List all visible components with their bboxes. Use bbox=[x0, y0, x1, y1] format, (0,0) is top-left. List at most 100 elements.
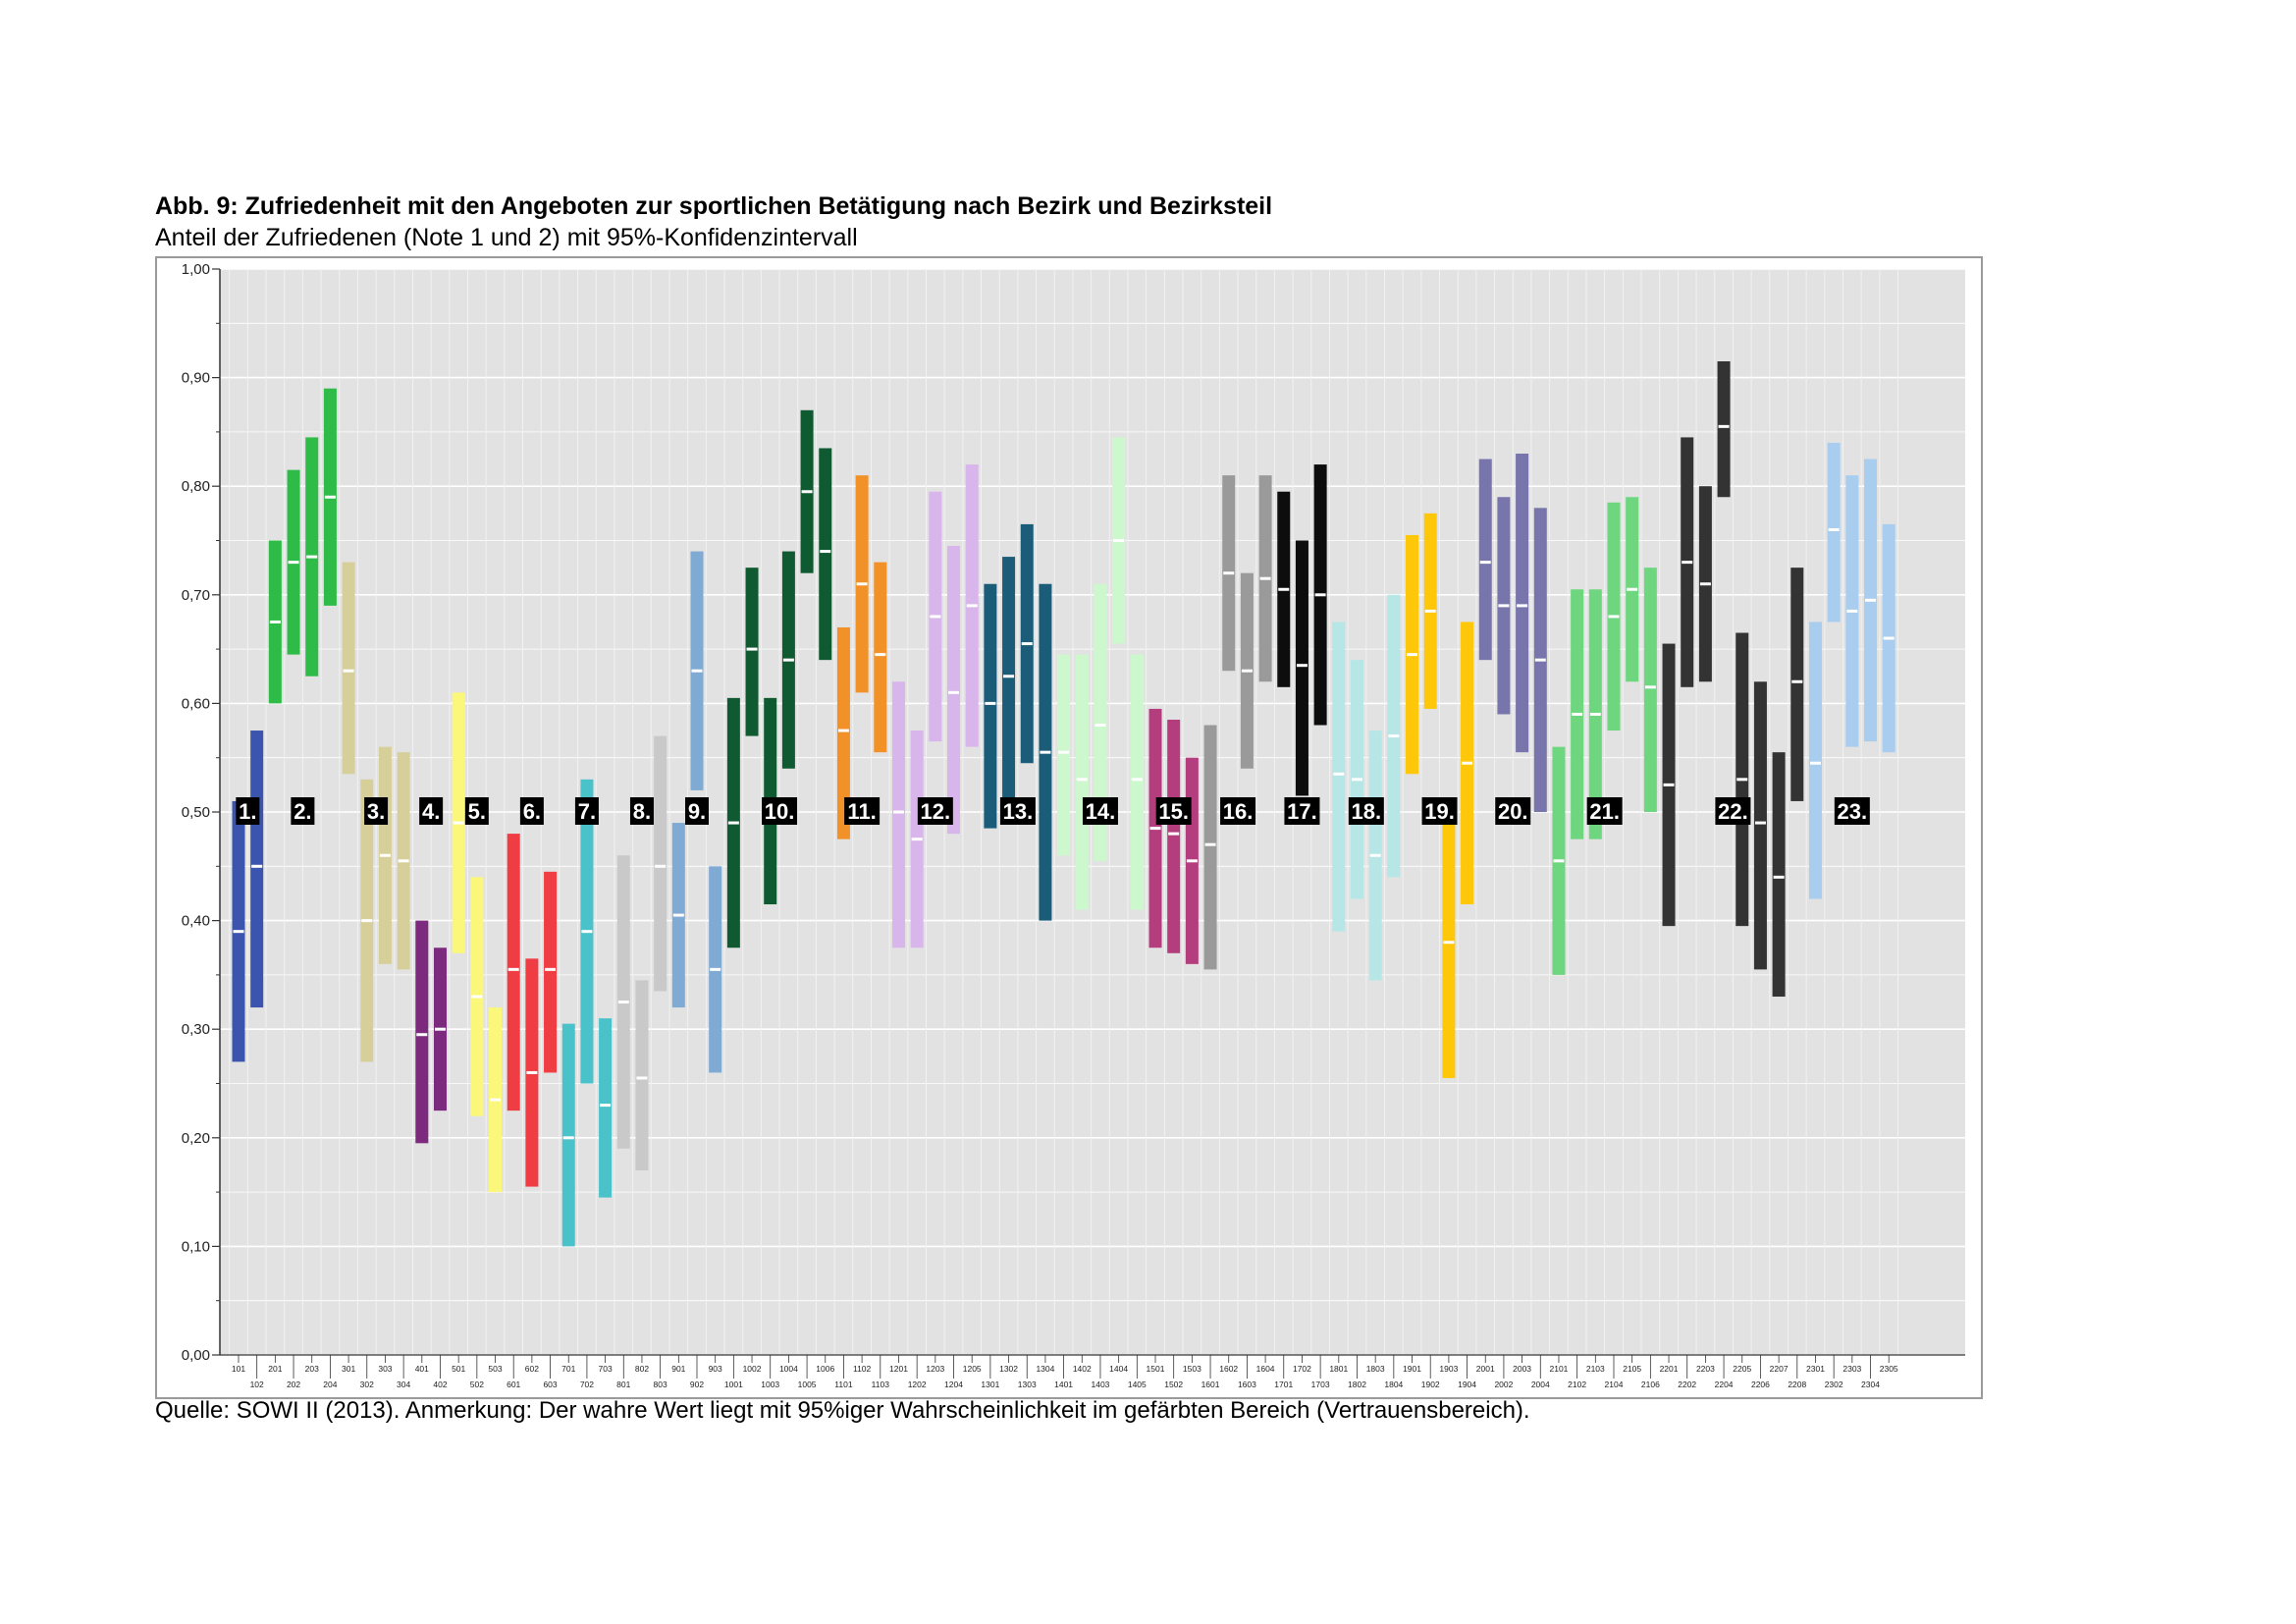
x-tick-label: 202 bbox=[287, 1380, 300, 1389]
x-tick-label: 1202 bbox=[908, 1380, 927, 1389]
ci-bar-1405 bbox=[1130, 654, 1144, 910]
axis-layer: 0,00 0,10 0,20 0,30 0,40 0,50 0,60 0,70 0,80 0,90… bbox=[182, 261, 1965, 1389]
x-tick-label: 2207 bbox=[1770, 1364, 1789, 1374]
ci-bar-701 bbox=[561, 1023, 575, 1247]
x-tick-label: 1303 bbox=[1018, 1380, 1037, 1389]
x-tick-label: 1203 bbox=[926, 1364, 944, 1374]
x-tick-label: 2304 bbox=[1861, 1380, 1880, 1389]
y-tick-label: 1,00 bbox=[182, 261, 210, 278]
group-label-box bbox=[236, 797, 260, 825]
ci-bar-1302 bbox=[1002, 557, 1016, 801]
x-tick-label: 2302 bbox=[1825, 1380, 1843, 1389]
group-label: 15. bbox=[1158, 799, 1189, 824]
x-tick-label: 1904 bbox=[1458, 1380, 1476, 1389]
ci-bar-401 bbox=[415, 920, 429, 1144]
group-label-box bbox=[917, 797, 953, 825]
ci-bar-2207 bbox=[1772, 752, 1786, 998]
chart-title: Abb. 9: Zufriedenheit mit den Angeboten … bbox=[155, 192, 1273, 220]
x-tick-label: 1001 bbox=[724, 1380, 743, 1389]
ci-bar-1401 bbox=[1057, 654, 1071, 856]
x-tick-label: 1501 bbox=[1147, 1364, 1165, 1374]
x-tick-label: 503 bbox=[488, 1364, 502, 1374]
y-tick-label: 0,90 bbox=[182, 370, 210, 387]
x-tick-label: 1902 bbox=[1421, 1380, 1440, 1389]
group-label-box bbox=[1586, 797, 1623, 825]
group-label: 8. bbox=[633, 799, 651, 824]
group-label: 17. bbox=[1287, 799, 1317, 824]
x-tick-label: 1201 bbox=[889, 1364, 908, 1374]
ci-bar-803 bbox=[654, 735, 667, 992]
x-tick-label: 1503 bbox=[1183, 1364, 1201, 1374]
group-label-box bbox=[364, 797, 389, 825]
group-label-box bbox=[1421, 797, 1458, 825]
x-tick-label: 2208 bbox=[1788, 1380, 1806, 1389]
x-tick-label: 1903 bbox=[1439, 1364, 1458, 1374]
x-tick-label: 1005 bbox=[798, 1380, 817, 1389]
y-tick-label: 0,70 bbox=[182, 587, 210, 604]
group-label: 20. bbox=[1498, 799, 1528, 824]
x-tick-label: 1304 bbox=[1036, 1364, 1054, 1374]
group-label: 16. bbox=[1223, 799, 1254, 824]
group-label: 9. bbox=[688, 799, 706, 824]
ci-bar-2301 bbox=[1808, 622, 1822, 899]
group-label-box bbox=[1715, 797, 1751, 825]
x-tick-label: 703 bbox=[599, 1364, 613, 1374]
x-tick-label: 1204 bbox=[944, 1380, 963, 1389]
x-tick-label: 1602 bbox=[1219, 1364, 1238, 1374]
x-tick-label: 102 bbox=[250, 1380, 264, 1389]
x-tick-label: 1102 bbox=[853, 1364, 872, 1374]
x-tick-label: 2104 bbox=[1605, 1380, 1624, 1389]
group-label: 6. bbox=[523, 799, 541, 824]
ci-bar-2204 bbox=[1717, 361, 1731, 498]
x-tick-label: 101 bbox=[232, 1364, 245, 1374]
ci-bar-1002 bbox=[745, 568, 759, 736]
x-tick-label: 1205 bbox=[963, 1364, 982, 1374]
x-tick-label: 1702 bbox=[1293, 1364, 1311, 1374]
x-tick-label: 1004 bbox=[779, 1364, 798, 1374]
x-tick-label: 2001 bbox=[1476, 1364, 1495, 1374]
x-tick-label: 2103 bbox=[1586, 1364, 1605, 1374]
ci-bar-1101 bbox=[836, 626, 850, 839]
group-label: 21. bbox=[1589, 799, 1620, 824]
group-label-box bbox=[1220, 797, 1256, 825]
x-tick-label: 1006 bbox=[816, 1364, 834, 1374]
x-tick-label: 1603 bbox=[1238, 1380, 1256, 1389]
ci-bar-1006 bbox=[819, 448, 832, 661]
x-tick-label: 1404 bbox=[1109, 1364, 1128, 1374]
ci-bar-1103 bbox=[874, 562, 887, 753]
group-label: 2. bbox=[294, 799, 311, 824]
ci-bar-2206 bbox=[1753, 681, 1767, 970]
group-label-box bbox=[464, 797, 489, 825]
ci-bar-1601 bbox=[1203, 725, 1217, 970]
x-tick-label: 2301 bbox=[1806, 1364, 1825, 1374]
group-label: 19. bbox=[1424, 799, 1455, 824]
x-tick-label: 1502 bbox=[1164, 1380, 1183, 1389]
y-tick-label: 0,10 bbox=[182, 1238, 210, 1255]
ci-bar-2001 bbox=[1478, 459, 1492, 661]
ci-bar-102 bbox=[250, 731, 264, 1008]
x-tick-label: 701 bbox=[561, 1364, 575, 1374]
y-tick-label: 0,00 bbox=[182, 1347, 210, 1364]
x-tick-label: 1302 bbox=[999, 1364, 1018, 1374]
y-tick-label: 0,50 bbox=[182, 804, 210, 821]
x-tick-label: 2201 bbox=[1660, 1364, 1679, 1374]
ci-bar-1402 bbox=[1075, 654, 1089, 910]
x-tick-label: 802 bbox=[635, 1364, 649, 1374]
x-tick-label: 1003 bbox=[761, 1380, 779, 1389]
x-tick-label: 1804 bbox=[1384, 1380, 1403, 1389]
ci-bar-2106 bbox=[1643, 568, 1657, 812]
x-tick-label: 1401 bbox=[1054, 1380, 1073, 1389]
x-tick-label: 201 bbox=[268, 1364, 282, 1374]
x-tick-label: 902 bbox=[690, 1380, 704, 1389]
x-tick-label: 2202 bbox=[1678, 1380, 1696, 1389]
group-label: 10. bbox=[765, 799, 795, 824]
x-tick-label: 803 bbox=[654, 1380, 667, 1389]
x-tick-label: 1703 bbox=[1311, 1380, 1330, 1389]
ci-bar-802 bbox=[635, 980, 649, 1170]
bars-layer bbox=[232, 361, 1896, 1247]
group-label-box bbox=[999, 797, 1036, 825]
y-tick-label: 0,80 bbox=[182, 478, 210, 495]
group-label-box bbox=[291, 797, 315, 825]
x-tick-label: 1802 bbox=[1348, 1380, 1366, 1389]
